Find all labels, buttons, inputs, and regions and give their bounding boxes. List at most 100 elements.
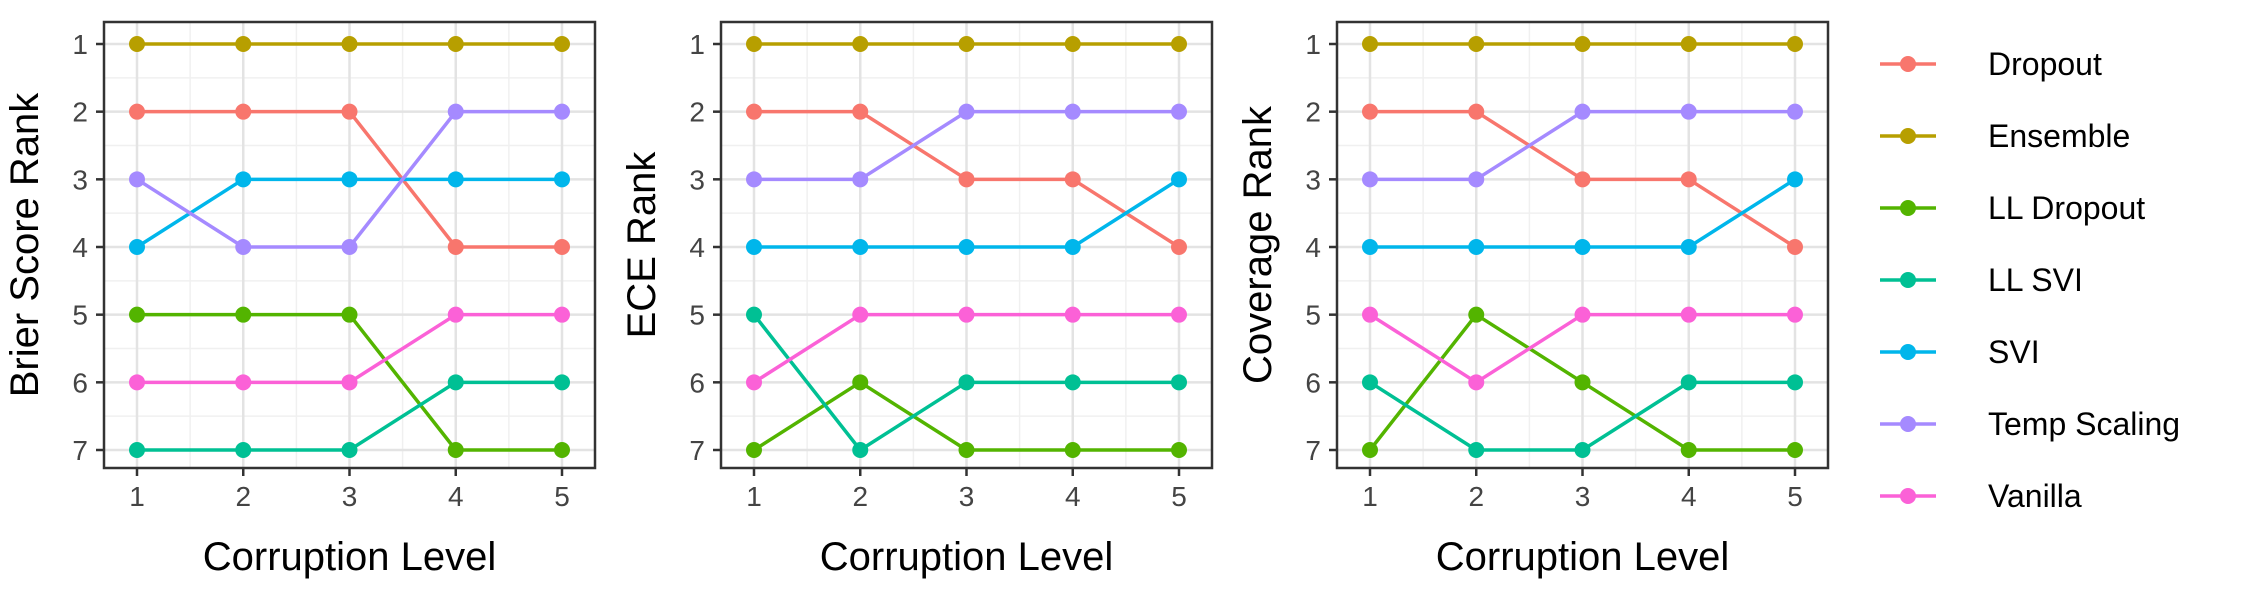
data-point-dropout bbox=[1171, 239, 1187, 255]
data-point-temp-scaling bbox=[235, 239, 252, 255]
data-point-ll-svi bbox=[129, 442, 145, 458]
data-point-svi bbox=[746, 239, 762, 255]
data-point-svi bbox=[1064, 239, 1081, 255]
data-point-ensemble bbox=[129, 36, 145, 52]
data-point-ll-dropout bbox=[958, 442, 975, 458]
x-tick-label: 3 bbox=[959, 481, 975, 512]
data-point-ll-svi bbox=[1171, 374, 1187, 391]
data-point-svi bbox=[852, 239, 869, 255]
data-point-svi bbox=[341, 171, 358, 188]
data-point-ensemble bbox=[447, 36, 464, 52]
data-point-temp-scaling bbox=[958, 103, 975, 120]
panel-2: 1 2 3 4 5 6 7 1 2 3 4 5 Corruption Level ECE Rank bbox=[620, 20, 1214, 579]
x-tick-label: 4 bbox=[1681, 481, 1697, 512]
y-axis-title: Brier Score Rank bbox=[3, 92, 47, 398]
data-point-ensemble bbox=[1574, 36, 1591, 52]
data-point-ll-dropout bbox=[852, 374, 869, 391]
data-point-ll-svi bbox=[341, 442, 358, 458]
data-point-dropout bbox=[1468, 103, 1485, 120]
data-point-svi bbox=[1680, 239, 1697, 255]
data-point-ensemble bbox=[852, 36, 869, 52]
data-point-vanilla bbox=[1171, 306, 1187, 323]
x-axis-title: Corruption Level bbox=[820, 535, 1114, 579]
data-point-ensemble bbox=[1064, 36, 1081, 52]
y-tick-label: 5 bbox=[72, 300, 88, 331]
data-point-temp-scaling bbox=[1064, 103, 1081, 120]
data-point-vanilla bbox=[1574, 306, 1591, 323]
x-tick-label: 1 bbox=[1362, 481, 1378, 512]
data-point-ensemble bbox=[554, 36, 570, 52]
data-point-dropout bbox=[1362, 103, 1378, 120]
legend-label-ll-svi: LL SVI bbox=[1988, 262, 2083, 298]
y-tick-label: 4 bbox=[689, 232, 705, 263]
data-point-dropout bbox=[1787, 239, 1803, 255]
y-tick-label: 5 bbox=[689, 300, 705, 331]
x-tick-label: 3 bbox=[342, 481, 358, 512]
data-point-temp-scaling bbox=[1171, 103, 1187, 120]
data-point-vanilla bbox=[1680, 306, 1697, 323]
data-point-ensemble bbox=[1468, 36, 1485, 52]
legend-label-temp-scaling: Temp Scaling bbox=[1988, 406, 2180, 442]
data-point-svi bbox=[1574, 239, 1591, 255]
data-point-ll-dropout bbox=[1787, 442, 1803, 458]
data-point-ll-dropout bbox=[1171, 442, 1187, 458]
x-tick-label: 1 bbox=[746, 481, 762, 512]
data-point-ll-svi bbox=[235, 442, 252, 458]
legend-item-ll-dropout: LL Dropout bbox=[1880, 190, 2145, 226]
data-point-ll-dropout bbox=[341, 306, 358, 323]
data-point-vanilla bbox=[852, 306, 869, 323]
data-point-ensemble bbox=[341, 36, 358, 52]
data-point-temp-scaling bbox=[746, 171, 762, 188]
y-tick-label: 6 bbox=[1305, 367, 1321, 398]
legend-item-svi: SVI bbox=[1880, 334, 2040, 370]
data-point-svi bbox=[447, 171, 464, 188]
data-point-ensemble bbox=[1680, 36, 1697, 52]
x-tick-label: 3 bbox=[1575, 481, 1591, 512]
data-point-dropout bbox=[1574, 171, 1591, 188]
x-tick-label: 1 bbox=[129, 481, 145, 512]
data-point-ll-svi bbox=[1362, 374, 1378, 391]
data-point-svi bbox=[1787, 171, 1803, 188]
data-point-dropout bbox=[958, 171, 975, 188]
data-point-temp-scaling bbox=[1362, 171, 1378, 188]
data-point-ll-svi bbox=[1787, 374, 1803, 391]
panel-1: 1 2 3 4 5 6 7 1 2 3 4 5 Corruption Level Brier Score … bbox=[3, 20, 597, 579]
data-point-ll-svi bbox=[1574, 442, 1591, 458]
data-point-temp-scaling bbox=[852, 171, 869, 188]
x-tick-label: 2 bbox=[1468, 481, 1484, 512]
y-tick-label: 7 bbox=[1305, 435, 1321, 466]
y-tick-label: 1 bbox=[689, 29, 705, 60]
legend-marker-svi bbox=[1900, 344, 1916, 360]
y-tick-label: 5 bbox=[1305, 300, 1321, 331]
data-point-vanilla bbox=[746, 374, 762, 391]
data-point-vanilla bbox=[1468, 374, 1485, 391]
y-tick-label: 1 bbox=[1305, 29, 1321, 60]
data-point-vanilla bbox=[1787, 306, 1803, 323]
data-point-ll-svi bbox=[1468, 442, 1485, 458]
data-point-ll-svi bbox=[746, 306, 762, 323]
legend-marker-ensemble bbox=[1900, 128, 1916, 144]
data-point-svi bbox=[1362, 239, 1378, 255]
x-axis-title: Corruption Level bbox=[203, 535, 497, 579]
data-point-temp-scaling bbox=[447, 103, 464, 120]
data-point-temp-scaling bbox=[554, 103, 570, 120]
data-point-dropout bbox=[235, 103, 252, 120]
data-point-temp-scaling bbox=[129, 171, 145, 188]
legend-item-temp-scaling: Temp Scaling bbox=[1880, 406, 2180, 442]
y-axis-title: ECE Rank bbox=[620, 151, 664, 339]
x-axis-title: Corruption Level bbox=[1436, 535, 1730, 579]
y-tick-label: 4 bbox=[72, 232, 88, 263]
y-tick-label: 3 bbox=[689, 164, 705, 195]
y-tick-label: 4 bbox=[1305, 232, 1321, 263]
data-point-dropout bbox=[852, 103, 869, 120]
legend-item-ll-svi: LL SVI bbox=[1880, 262, 2083, 298]
data-point-dropout bbox=[129, 103, 145, 120]
legend: Dropout Ensemble LL Dropout LL SVI SVI Temp S… bbox=[1880, 46, 2180, 514]
data-point-temp-scaling bbox=[1787, 103, 1803, 120]
data-point-ll-dropout bbox=[746, 442, 762, 458]
data-point-vanilla bbox=[1362, 306, 1378, 323]
y-tick-label: 1 bbox=[72, 29, 88, 60]
x-tick-label: 2 bbox=[852, 481, 868, 512]
legend-label-svi: SVI bbox=[1988, 334, 2040, 370]
